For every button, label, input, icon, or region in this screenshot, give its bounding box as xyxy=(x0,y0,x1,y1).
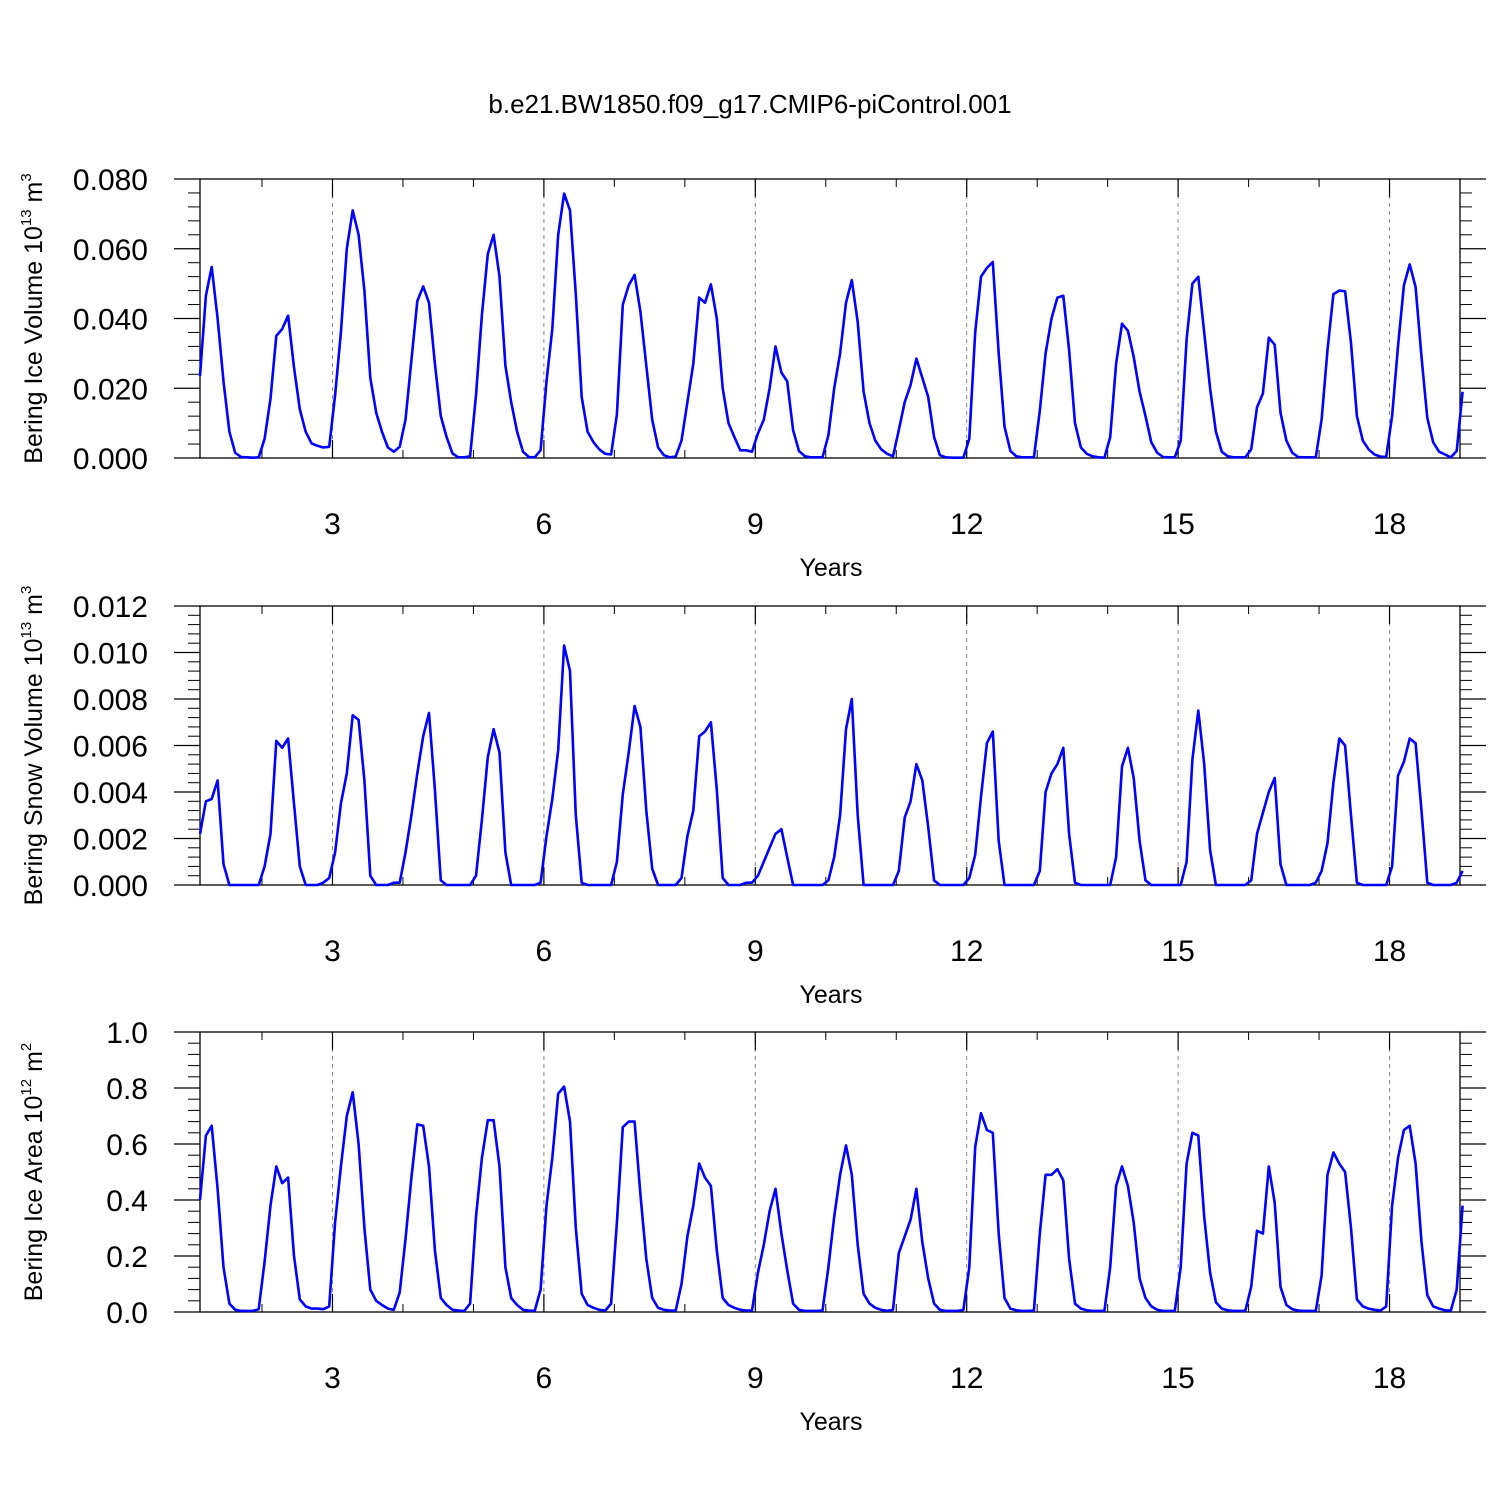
plot-frame xyxy=(199,605,1461,886)
y-tick-label: 1.0 xyxy=(106,1017,148,1050)
plot-frame xyxy=(199,178,1461,459)
x-tick-label: 15 xyxy=(1161,1362,1194,1395)
y-tick-label: 0.0 xyxy=(106,1297,148,1330)
x-tick-label: 9 xyxy=(747,1362,764,1395)
x-axis-label: Years xyxy=(799,981,862,1009)
x-tick-label: 3 xyxy=(324,935,341,968)
x-tick-label: 3 xyxy=(324,508,341,541)
x-tick-label: 6 xyxy=(536,508,553,541)
y-tick-label: 0.020 xyxy=(73,373,148,406)
y-tick-label: 0.008 xyxy=(73,684,148,717)
x-tick-label: 12 xyxy=(950,935,983,968)
y-tick-label: 0.006 xyxy=(73,731,148,764)
y-axis-label: Bering Snow Volume 1013 m3 xyxy=(18,586,48,906)
chart-panel-2: 0.000 0.002 0.004 0.006 0.008 0.010 0.012 3 6 9 12… xyxy=(18,586,1486,1009)
chart-panel-1: 0.000 0.020 0.040 0.060 0.080 3 6 9 12 15 18 Years B… xyxy=(18,164,1486,582)
y-tick-label: 0.2 xyxy=(106,1241,148,1274)
x-axis-label: Years xyxy=(799,554,862,582)
y-axis-label: Bering Ice Area 1012 m2 xyxy=(18,1043,48,1302)
x-tick-label: 6 xyxy=(536,935,553,968)
y-tick-label: 0.8 xyxy=(106,1073,148,1106)
y-tick-label: 0.4 xyxy=(106,1185,148,1218)
y-tick-label: 0.080 xyxy=(73,164,148,197)
y-tick-label: 0.010 xyxy=(73,638,148,671)
x-tick-label: 12 xyxy=(950,1362,983,1395)
y-tick-label: 0.002 xyxy=(73,824,148,857)
y-tick-label: 0.000 xyxy=(73,870,148,903)
y-tick-label: 0.6 xyxy=(106,1129,148,1162)
chart-panel-3: 0.0 0.2 0.4 0.6 0.8 1.0 3 6 9 12 15 18 Years Bering I… xyxy=(18,1017,1486,1436)
y-tick-label: 0.012 xyxy=(73,591,148,624)
x-tick-label: 15 xyxy=(1161,508,1194,541)
series-line-1 xyxy=(198,644,1464,887)
y-tick-label: 0.060 xyxy=(73,234,148,267)
y-tick-label: 0.040 xyxy=(73,304,148,337)
y-axis-label: Bering Ice Volume 1013 m3 xyxy=(18,173,48,463)
x-tick-label: 9 xyxy=(747,508,764,541)
x-axis-label: Years xyxy=(799,1408,862,1436)
series-line-1 xyxy=(198,1085,1464,1313)
chart-title: b.e21.BW1850.f09_g17.CMIP6-piControl.001 xyxy=(488,89,1011,119)
y-tick-label: 0.000 xyxy=(73,443,148,476)
chart-panels: 0.000 0.020 0.040 0.060 0.080 3 6 9 12 15 18 Years B… xyxy=(18,164,1486,1436)
x-tick-label: 18 xyxy=(1373,1362,1406,1395)
x-tick-label: 15 xyxy=(1161,935,1194,968)
series-line-1 xyxy=(198,192,1464,460)
x-tick-label: 9 xyxy=(747,935,764,968)
x-tick-label: 18 xyxy=(1373,935,1406,968)
x-tick-label: 12 xyxy=(950,508,983,541)
x-tick-label: 6 xyxy=(536,1362,553,1395)
x-tick-label: 3 xyxy=(324,1362,341,1395)
y-tick-label: 0.004 xyxy=(73,777,148,810)
plot-frame xyxy=(199,1031,1461,1313)
x-tick-label: 18 xyxy=(1373,508,1406,541)
